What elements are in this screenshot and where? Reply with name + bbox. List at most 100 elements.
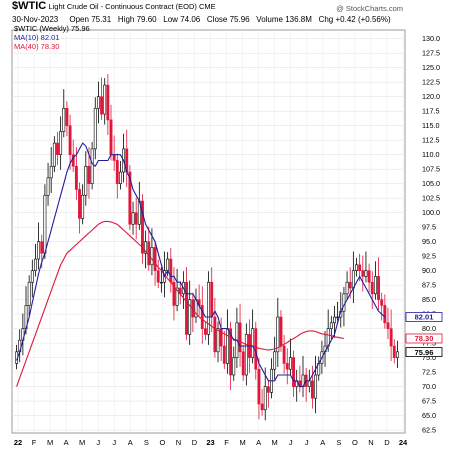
candle-body <box>345 281 349 295</box>
candle-body <box>380 299 384 306</box>
x-tick-label: J <box>112 438 116 447</box>
quote-date: 30-Nov-2023 <box>12 15 59 24</box>
candle-body <box>367 270 371 283</box>
y-tick-label: 70.0 <box>422 382 436 391</box>
chg-value: +0.42 (+0.56%) <box>335 15 391 24</box>
x-tick-label: D <box>192 438 198 447</box>
price-tag-box <box>405 333 443 344</box>
candle-body <box>40 241 44 254</box>
y-tick-label: 67.5 <box>422 397 436 406</box>
candle-body <box>43 194 47 254</box>
x-tick-label: M <box>79 438 85 447</box>
close-value: 75.96 <box>229 15 250 24</box>
y-tick-label: 62.5 <box>422 426 436 435</box>
candle-body <box>257 368 261 405</box>
candle-body <box>200 305 204 329</box>
close-label: Close <box>206 15 228 24</box>
y-tick-label: 120.0 <box>422 92 440 101</box>
candle-body <box>336 316 340 319</box>
candle-body <box>373 276 377 295</box>
candle-body <box>232 357 236 376</box>
candle-body <box>333 316 336 324</box>
candle-body <box>59 131 63 155</box>
candle-body <box>203 328 207 335</box>
candle-body <box>358 264 362 271</box>
candle-body <box>109 119 113 155</box>
y-tick-label: 87.5 <box>422 281 436 290</box>
legend-ma40: MA(40) 78.30 <box>14 42 59 51</box>
candle-body <box>222 345 226 364</box>
candle-body <box>156 270 160 283</box>
x-tick-label: D <box>384 438 390 447</box>
x-tick-label: 22 <box>14 438 22 447</box>
candle-body <box>150 247 154 266</box>
x-tick-label: O <box>159 438 165 447</box>
candle-body <box>87 165 91 184</box>
candle-body <box>226 328 229 364</box>
candle-body <box>276 316 280 353</box>
y-tick-label: 115.0 <box>422 121 439 130</box>
y-tick-label: 85.0 <box>422 295 436 304</box>
candle-body <box>329 322 333 329</box>
candle-body <box>395 351 399 358</box>
candle-body <box>361 270 365 277</box>
legend-wtic-label: $WTIC (Weekly) 75.96 <box>14 24 90 33</box>
price-tag-label: 75.96 <box>415 348 434 357</box>
candle-body <box>254 328 258 370</box>
x-tick-label: N <box>368 438 373 447</box>
candle-body <box>292 357 295 387</box>
candle-body <box>141 200 144 254</box>
x-tick-label: A <box>128 438 133 447</box>
x-tick-label: J <box>305 438 309 447</box>
candle-body <box>74 165 78 190</box>
candle-body <box>62 107 66 132</box>
candle-body <box>392 345 396 358</box>
candle-body <box>112 154 116 161</box>
y-tick-label: 75.0 <box>422 353 436 362</box>
candle-body <box>260 403 264 411</box>
candle-body <box>377 276 380 300</box>
candle-body <box>52 142 56 167</box>
chg-label: Chg <box>318 15 334 24</box>
price-tags: 82.01 78.30 75.96 <box>405 312 443 357</box>
candle-body <box>128 171 132 225</box>
candle-body <box>279 316 283 347</box>
candle-body <box>68 125 72 155</box>
candle-body <box>210 281 214 318</box>
legend-wtic: $WTIC (Weekly) 75.96 <box>14 24 90 33</box>
legend-ma10: MA(10) 82.01 <box>14 33 59 42</box>
y-tick-label: 117.5 <box>422 107 439 116</box>
high-label: High <box>117 15 135 24</box>
candle-body <box>103 84 107 115</box>
x-tick-label: 24 <box>399 438 408 447</box>
candle-body <box>273 351 277 370</box>
x-tick-label: F <box>224 438 229 447</box>
candle-body <box>207 281 211 335</box>
candle-body <box>27 281 31 306</box>
candle-body <box>46 177 50 196</box>
candle-body <box>134 212 138 225</box>
volume-value: 136.8M <box>285 15 312 24</box>
quote-row: 30-Nov-2023 Open 75.31 High 79.60 Low 74… <box>12 15 391 24</box>
y-tick-label: 102.5 <box>422 194 440 203</box>
candle-body <box>34 258 37 271</box>
plot-area <box>11 29 406 434</box>
candle-body <box>119 171 122 184</box>
x-tick-label: O <box>352 438 358 447</box>
price-tag-label: 78.30 <box>415 334 434 343</box>
x-tick-label: J <box>96 438 100 447</box>
y-tick-label: 72.5 <box>422 368 436 377</box>
y-tick-label: 125.0 <box>422 63 440 72</box>
candle-body <box>49 165 53 179</box>
candle-body <box>81 194 85 219</box>
x-tick-label: 23 <box>206 438 214 447</box>
open-label: Open <box>69 15 89 24</box>
price-tag-box <box>405 347 443 357</box>
candle-body <box>65 107 69 126</box>
legend-ma40-label: MA(40) 78.30 <box>14 42 60 51</box>
y-tick-label: 107.5 <box>422 165 440 174</box>
candle-body <box>90 148 94 184</box>
x-tick-label: M <box>272 438 278 447</box>
watermark: @ StockCharts.com <box>336 4 403 13</box>
